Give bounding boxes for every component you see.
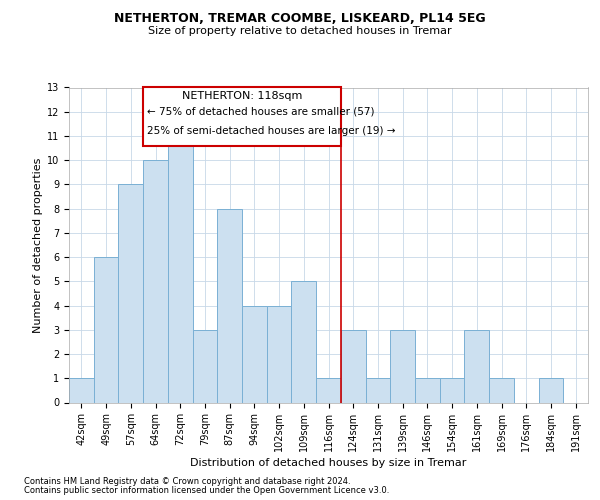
Bar	[69, 378, 94, 402]
Text: NETHERTON: 118sqm: NETHERTON: 118sqm	[182, 91, 302, 101]
Text: Contains HM Land Registry data © Crown copyright and database right 2024.: Contains HM Land Registry data © Crown c…	[24, 477, 350, 486]
Text: Contains public sector information licensed under the Open Government Licence v3: Contains public sector information licen…	[24, 486, 389, 495]
Bar	[118, 184, 143, 402]
Text: NETHERTON, TREMAR COOMBE, LISKEARD, PL14 5EG: NETHERTON, TREMAR COOMBE, LISKEARD, PL14…	[114, 12, 486, 26]
Bar	[242, 306, 267, 402]
FancyBboxPatch shape	[143, 88, 341, 146]
Bar	[539, 378, 563, 402]
Bar	[489, 378, 514, 402]
X-axis label: Distribution of detached houses by size in Tremar: Distribution of detached houses by size …	[190, 458, 467, 468]
Bar	[193, 330, 217, 402]
Bar	[415, 378, 440, 402]
Bar	[316, 378, 341, 402]
Y-axis label: Number of detached properties: Number of detached properties	[33, 158, 43, 332]
Text: ← 75% of detached houses are smaller (57): ← 75% of detached houses are smaller (57…	[147, 107, 374, 117]
Bar	[390, 330, 415, 402]
Bar	[267, 306, 292, 402]
Bar	[365, 378, 390, 402]
Bar	[143, 160, 168, 402]
Bar	[168, 136, 193, 402]
Bar	[341, 330, 365, 402]
Bar	[217, 208, 242, 402]
Bar	[292, 282, 316, 403]
Bar	[464, 330, 489, 402]
Bar	[440, 378, 464, 402]
Text: Size of property relative to detached houses in Tremar: Size of property relative to detached ho…	[148, 26, 452, 36]
Bar	[94, 257, 118, 402]
Text: 25% of semi-detached houses are larger (19) →: 25% of semi-detached houses are larger (…	[147, 126, 395, 136]
